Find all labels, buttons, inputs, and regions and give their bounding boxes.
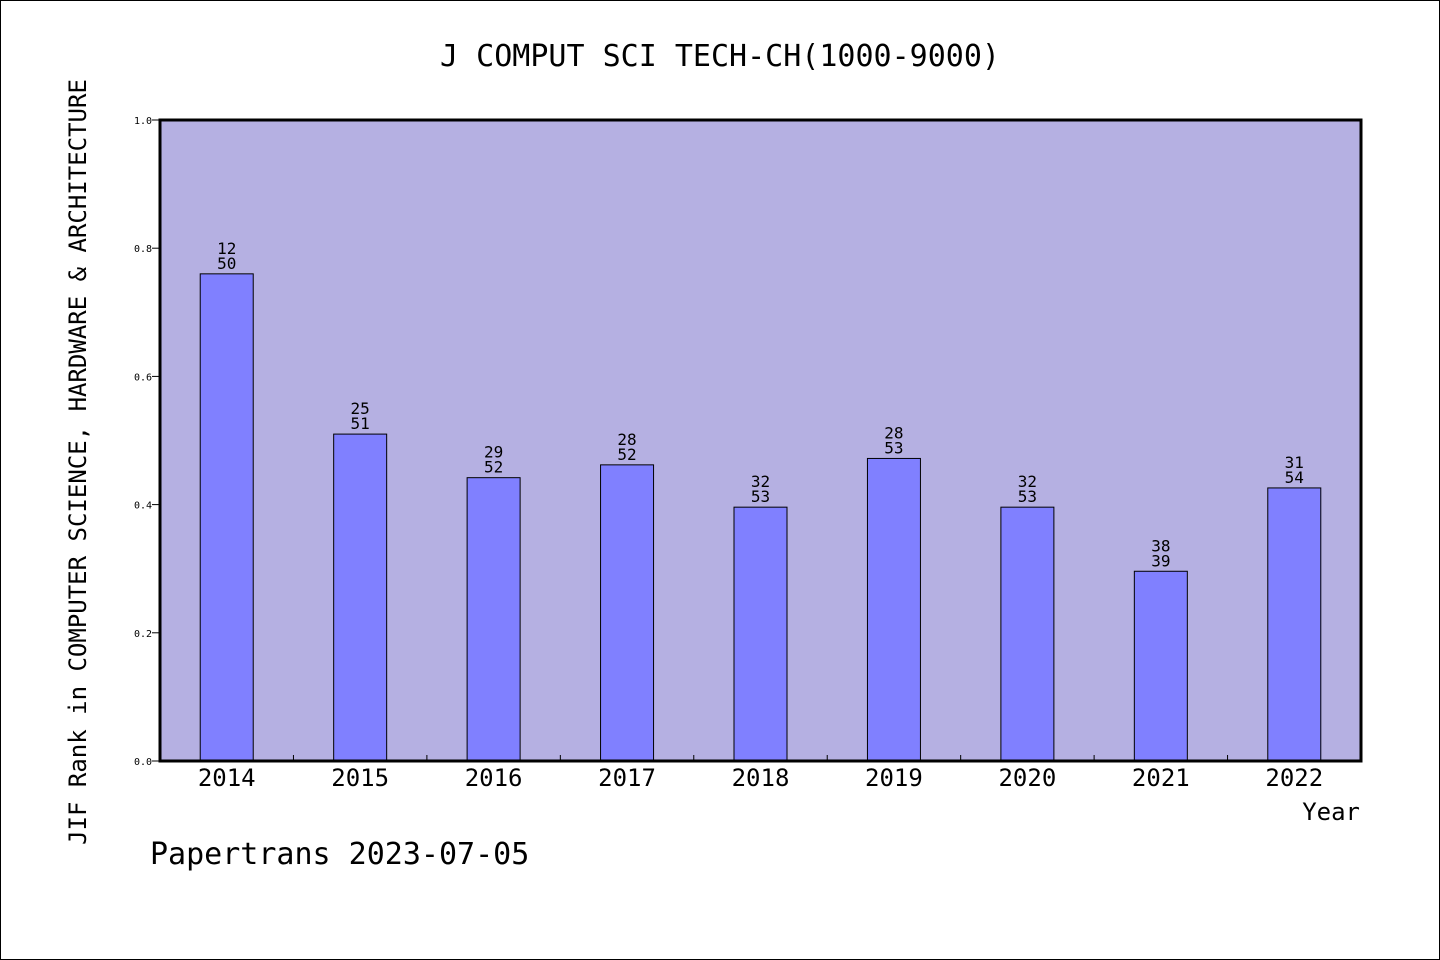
x-tick-label: 2022 bbox=[1265, 764, 1323, 792]
y-tick-label: 0.2 bbox=[134, 629, 152, 640]
plot-border bbox=[158, 118, 1363, 763]
rank-label-bottom: 53 bbox=[751, 487, 770, 506]
rank-label-bottom: 54 bbox=[1285, 468, 1304, 487]
rank-label-bottom: 53 bbox=[1018, 487, 1037, 506]
rank-label-bottom: 53 bbox=[884, 438, 903, 457]
rank-label-top: 28 bbox=[617, 430, 636, 449]
rank-label-top: 32 bbox=[751, 472, 770, 491]
x-tick-label: 2021 bbox=[1132, 764, 1190, 792]
y-axis-label: JIF Rank in COMPUTER SCIENCE, HARDWARE &… bbox=[64, 79, 92, 845]
bar-2022 bbox=[1267, 487, 1322, 762]
y-tick-label: 0.0 bbox=[134, 757, 152, 768]
rank-label-bottom: 52 bbox=[484, 458, 503, 477]
x-tick-label: 2017 bbox=[598, 764, 656, 792]
x-axis-ticks: 2014 2015 2016 2017 2018 2019 2020 2021 2022 bbox=[198, 755, 1323, 792]
rank-label-bottom: 52 bbox=[617, 445, 636, 464]
bar-2014 bbox=[199, 273, 254, 762]
bar-2018 bbox=[733, 506, 788, 762]
rank-label-bottom: 51 bbox=[351, 414, 370, 433]
bar-2021 bbox=[1133, 570, 1188, 762]
bar-2016 bbox=[466, 477, 521, 762]
rank-label-top: 29 bbox=[484, 443, 503, 462]
bars bbox=[199, 273, 1322, 762]
bar-2017 bbox=[600, 464, 655, 762]
rank-label-top: 25 bbox=[351, 399, 370, 418]
rank-label-top: 12 bbox=[217, 239, 236, 258]
rank-label-bottom: 50 bbox=[217, 254, 236, 273]
chart-title: J COMPUT SCI TECH-CH(1000-9000) bbox=[440, 39, 1000, 74]
footer-text: Papertrans 2023-07-05 bbox=[150, 837, 529, 872]
rank-label-top: 32 bbox=[1018, 472, 1037, 491]
x-tick-label: 2014 bbox=[198, 764, 256, 792]
rank-label-top: 38 bbox=[1151, 536, 1170, 555]
x-tick-label: 2019 bbox=[865, 764, 923, 792]
y-tick-label: 0.4 bbox=[134, 501, 152, 512]
rank-label-bottom: 39 bbox=[1151, 551, 1170, 570]
rank-label-top: 28 bbox=[884, 423, 903, 442]
x-axis-label: Year bbox=[1302, 798, 1360, 826]
y-axis-ticks: 0.0 0.2 0.4 0.6 0.8 1.0 bbox=[134, 116, 160, 768]
x-tick-label: 2020 bbox=[998, 764, 1056, 792]
y-tick-label: 0.6 bbox=[134, 372, 152, 383]
y-tick-label: 0.8 bbox=[134, 244, 152, 255]
x-tick-label: 2015 bbox=[331, 764, 389, 792]
bar-2020 bbox=[1000, 506, 1055, 762]
rank-label-top: 31 bbox=[1285, 453, 1304, 472]
x-tick-label: 2016 bbox=[465, 764, 523, 792]
x-tick-label: 2018 bbox=[732, 764, 790, 792]
bar-2019 bbox=[866, 457, 921, 762]
y-tick-label: 1.0 bbox=[134, 116, 152, 127]
bar-2015 bbox=[333, 433, 388, 762]
